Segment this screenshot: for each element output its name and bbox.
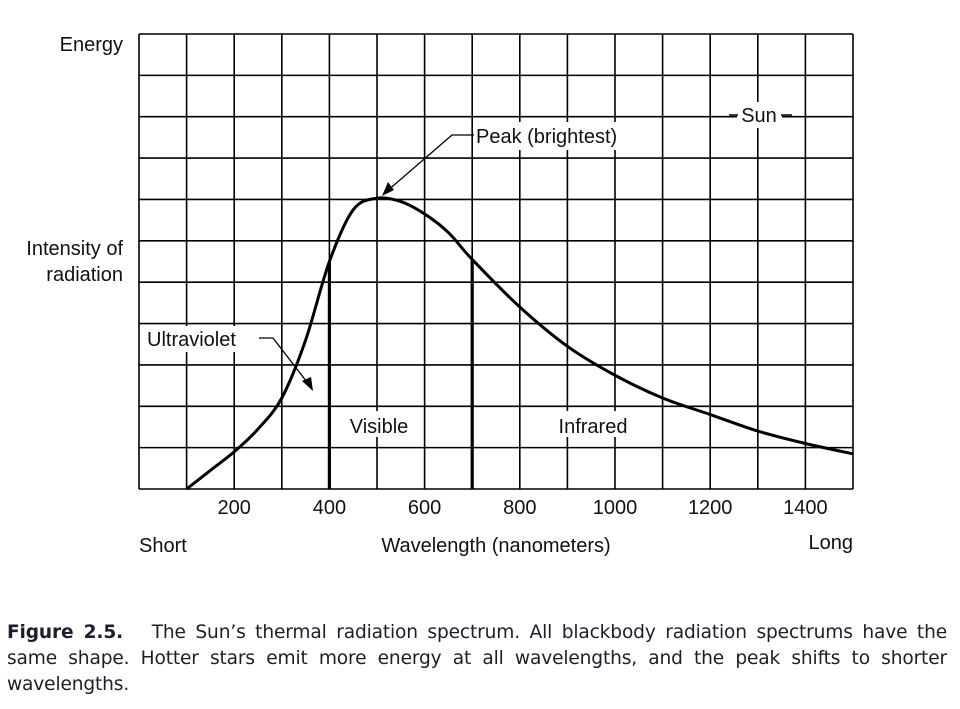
x-tick-label: 1000 (593, 497, 638, 519)
grid (138, 33, 854, 490)
x-tick-labels: 200 400 600 800 1000 1200 1400 (218, 497, 828, 519)
annotation-ultraviolet: Ultraviolet (147, 329, 236, 351)
series-line-sun (185, 196, 854, 491)
figure-caption: Figure 2.5. The Sun’s thermal radiation … (7, 620, 947, 698)
ultraviolet-label-bg (145, 326, 257, 352)
x-axis-title: Wavelength (nanometers) (381, 535, 610, 557)
figure-number: Figure 2.5. (7, 622, 124, 643)
x-tick-label: 1400 (783, 497, 828, 519)
y-axis-label-energy: Energy (60, 34, 123, 56)
ultraviolet-leader-line (259, 337, 311, 387)
y-axis-label-line1: Intensity of (26, 238, 123, 260)
x-tick-label: 800 (503, 497, 536, 519)
y-axis-label-line2: radiation (46, 264, 123, 286)
peak-label-bg (474, 122, 644, 150)
x-tick-label: 400 (313, 497, 346, 519)
visible-label-bg (341, 411, 417, 437)
spectrum-chart: Visible Infrared Sun Peak (brightest) Ul… (26, 33, 854, 557)
x-axis-label-long: Long (809, 532, 854, 554)
legend-label-sun: Sun (741, 105, 777, 127)
ultraviolet-arrowhead-icon (302, 377, 313, 391)
annotation-peak: Peak (brightest) (476, 126, 617, 148)
x-tick-label: 200 (218, 497, 251, 519)
peak-leader-line (385, 134, 474, 193)
x-tick-label: 600 (408, 497, 441, 519)
x-tick-label: 1200 (688, 497, 733, 519)
band-label-visible: Visible (350, 416, 409, 438)
infrared-label-bg (549, 411, 637, 437)
caption-text: The Sun’s thermal radiation spectrum. Al… (7, 622, 947, 695)
band-label-infrared: Infrared (559, 416, 628, 438)
band-boundaries (327, 259, 474, 489)
peak-arrowhead-icon (382, 182, 394, 196)
x-axis-label-short: Short (139, 535, 187, 557)
sun-label-bg (737, 102, 782, 128)
